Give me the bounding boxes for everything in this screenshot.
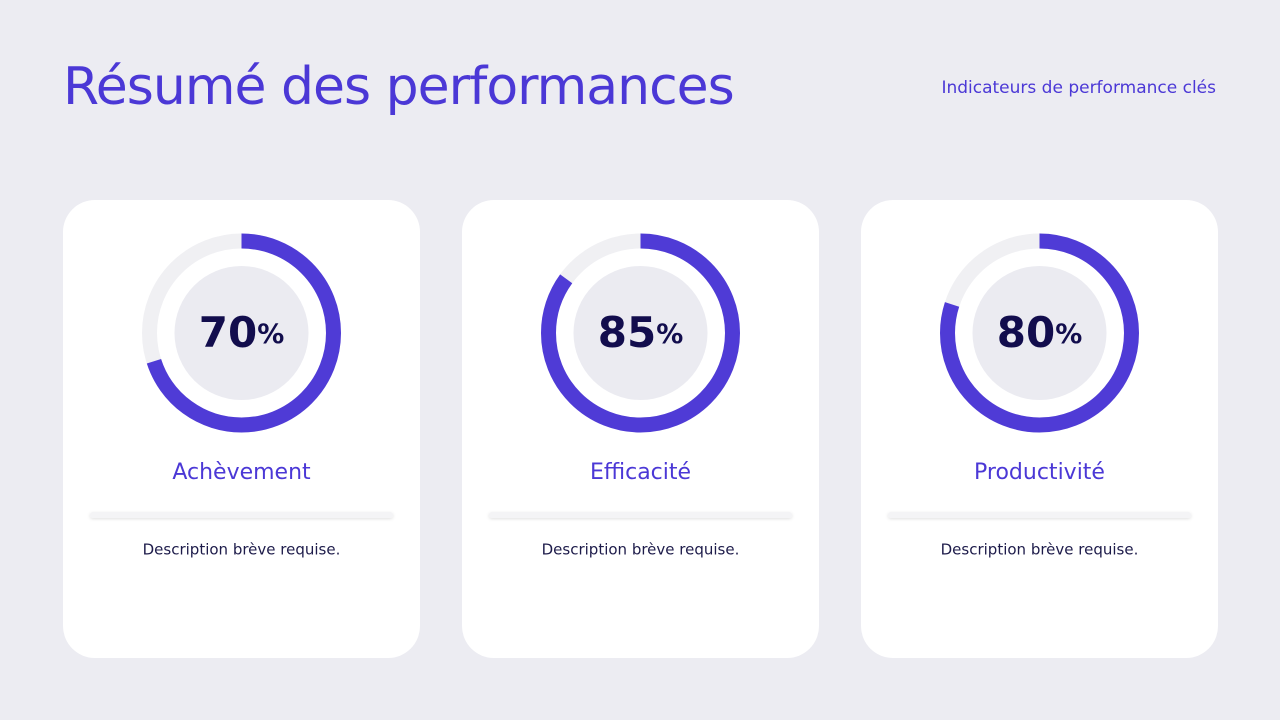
gauge-value: 80% xyxy=(997,308,1083,357)
card: 85% Efficacité Description brève requise. xyxy=(462,200,819,658)
gauge-arc xyxy=(142,233,341,433)
gauge-value: 85% xyxy=(598,308,684,357)
divider xyxy=(90,512,393,518)
value-number: 70 xyxy=(199,308,257,357)
divider xyxy=(888,512,1191,518)
gauge-inner xyxy=(573,266,708,400)
value-unit: % xyxy=(656,319,683,350)
gauge-arc xyxy=(541,233,740,433)
card-description: Description brève requise. xyxy=(941,541,1139,559)
title: Résumé des performances xyxy=(63,57,734,117)
divider xyxy=(489,512,792,518)
gauge-inner xyxy=(174,266,309,400)
gauge-inner xyxy=(972,266,1107,400)
card-label: Productivité xyxy=(974,460,1105,485)
subtitle: Indicateurs de performance clés xyxy=(941,78,1216,98)
card-description: Description brève requise. xyxy=(143,541,341,559)
value-number: 80 xyxy=(997,308,1055,357)
value-unit: % xyxy=(1055,319,1082,350)
value-number: 85 xyxy=(598,308,656,357)
value-unit: % xyxy=(257,319,284,350)
card-description: Description brève requise. xyxy=(542,541,740,559)
card-label: Efficacité xyxy=(590,460,691,485)
card: 80% Productivité Description brève requise… xyxy=(861,200,1218,658)
gauge-arc xyxy=(940,233,1139,433)
gauge-value: 70% xyxy=(199,308,285,357)
card-label: Achèvement xyxy=(172,460,311,485)
card: 70% Achèvement Description brève requise. xyxy=(63,200,420,658)
